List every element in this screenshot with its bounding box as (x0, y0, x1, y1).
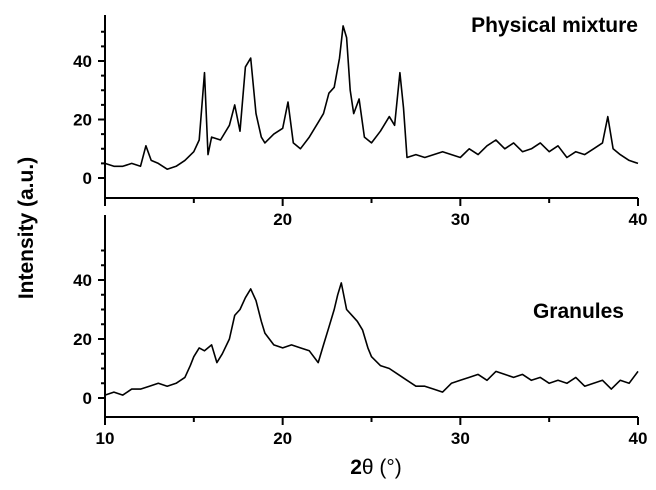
x-tick-label: 40 (629, 429, 648, 448)
series-line-top (104, 25, 639, 170)
panel-label-top: Physical mixture (471, 14, 638, 37)
y-tick-label: 20 (73, 330, 92, 349)
y-tick-label: 20 (73, 111, 92, 130)
y-tick-label: 40 (73, 271, 92, 290)
panels: 0 20 40 20 30 40 Physical mixture 0 20 40 10 20 30 40… (73, 14, 647, 448)
x-tick-label: 30 (451, 429, 470, 448)
panel-label-bottom: Granules (533, 300, 624, 323)
series-line-bottom (104, 282, 639, 396)
panel-bottom: 0 20 40 10 20 30 40 Granules (73, 215, 647, 448)
panel-top: 0 20 40 20 30 40 Physical mixture (73, 14, 647, 229)
x-tick-label: 10 (96, 429, 115, 448)
x-tick-label: 20 (273, 210, 292, 229)
x-tick-label: 30 (451, 210, 470, 229)
x-axis-label: 2θ (°) (350, 456, 402, 479)
x-tick-label: 40 (629, 210, 648, 229)
x-tick-label: 20 (273, 429, 292, 448)
y-axis-label: Intensity (a.u.) (15, 157, 38, 299)
y-tick-label: 40 (73, 52, 92, 71)
y-tick-label: 0 (83, 389, 92, 408)
y-tick-label: 0 (83, 169, 92, 188)
